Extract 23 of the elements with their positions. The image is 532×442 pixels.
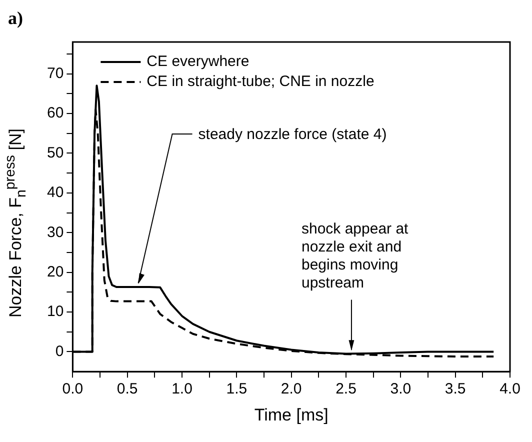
chart-title: a): [8, 8, 23, 29]
y-tick-label: 40: [46, 184, 64, 202]
legend-label: CE everywhere: [146, 53, 250, 70]
y-tick-label: 10: [46, 303, 64, 320]
y-tick-label: 30: [46, 224, 64, 241]
x-tick-label: 4.0: [500, 380, 520, 398]
y-tick-label: 20: [46, 263, 64, 280]
x-tick-label: 3.0: [390, 380, 412, 398]
x-tick-label: 2.0: [280, 380, 302, 398]
annotation: steady nozzle force (state 4): [198, 126, 387, 144]
x-tick-label: 1.0: [172, 380, 192, 398]
y-tick-label: 50: [46, 144, 64, 162]
x-axis-title: Time [ms]: [254, 405, 328, 424]
y-tick-label: 0: [55, 342, 64, 360]
x-tick-label: 0.0: [62, 380, 84, 398]
x-tick-label: 2.5: [336, 380, 356, 398]
legend-label: CE in straight-tube; CNE in nozzle: [146, 73, 374, 90]
x-tick-label: 3.5: [444, 380, 466, 398]
y-tick-label: 60: [46, 104, 64, 122]
y-tick-label: 70: [46, 64, 64, 82]
x-tick-label: 0.5: [116, 380, 138, 398]
x-tick-label: 1.5: [226, 380, 248, 398]
annotation: shock appear at nozzle exit and begins moving upstream: [301, 220, 410, 292]
